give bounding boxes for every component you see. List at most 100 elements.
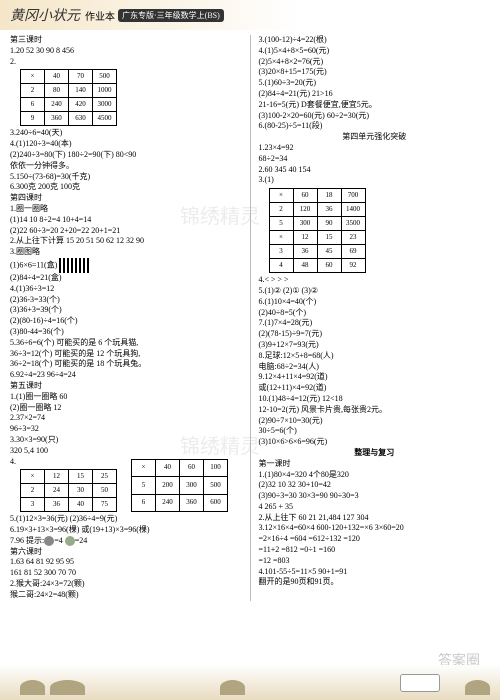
lesson-heading: 第五课时 xyxy=(10,381,242,392)
text-line: (2)90÷7×10=30(元) xyxy=(259,416,491,427)
text-line: 1.圈一圈略 xyxy=(10,204,242,215)
text-line: (2)40÷8=5(个) xyxy=(259,308,491,319)
text-line: 2.60 345 40 154 xyxy=(259,165,491,176)
pear-icon xyxy=(65,536,75,546)
text-line: 4.(1)36÷3=12 xyxy=(10,284,242,295)
text-line: (2)圈一圈略 12 xyxy=(10,403,242,414)
text-line: (2)84÷4=21(盒) xyxy=(10,273,242,284)
column-divider xyxy=(250,35,251,601)
text-line: 5.(1)② (2)① (3)② xyxy=(259,286,491,297)
bush-icon xyxy=(50,680,85,695)
text-line: (3)9+12×7=93(元) xyxy=(259,340,491,351)
text-line: 68÷2=34 xyxy=(259,154,491,165)
text-line: 1.(1)80×4=320 4个80是320 xyxy=(259,470,491,481)
lesson-heading: 第四课时 xyxy=(10,193,242,204)
text-line: (1)6×6=11(盒) xyxy=(10,258,242,273)
bus-icon xyxy=(400,674,440,692)
text-line: =11+2 =812 =0÷1 =160 xyxy=(259,545,491,556)
text-line: 5.(1)60÷3=20(元) xyxy=(259,78,491,89)
tables-row: 4.×12152522430503364075 ×406010052003005… xyxy=(10,457,242,515)
text-line: 12-10=2(元) 风景卡片贵,每张贵2元。 xyxy=(259,405,491,416)
text-line: (2)(78-15)÷9=7(元) xyxy=(259,329,491,340)
unit-heading: 第四单元强化突破 xyxy=(259,132,491,143)
text-line: 2.37×2=74 xyxy=(10,413,242,424)
text-line: 1.23×4=92 xyxy=(259,143,491,154)
text-line: 1.(1)圈一圈略 60 xyxy=(10,392,242,403)
mult-table-1: ×407050028014010006240420300093606304500 xyxy=(20,69,117,126)
text-line: =2×16÷4 =604 =612÷132 =120 xyxy=(259,534,491,545)
piano-icon xyxy=(59,258,89,273)
text-line: (2)22 60÷3=20 2+20=22 20+1=21 xyxy=(10,226,242,237)
text-line: (3)100-2×20=60(元) 60÷2=30(元) xyxy=(259,111,491,122)
text-line: 4.101-55÷5=11×5 90+1=91 xyxy=(259,567,491,578)
text-line: =12 =803 xyxy=(259,556,491,567)
text-line: (2)32 10 32 30+10=42 xyxy=(259,480,491,491)
text-line: 30÷5=6(个) xyxy=(259,426,491,437)
text-line: 6.92÷4=23 96÷4=24 xyxy=(10,370,242,381)
text-line: 4 265 + 35 xyxy=(259,502,491,513)
subtitle: 作业本 xyxy=(85,8,115,23)
text-line: 4.(1)120÷3=40(本) xyxy=(10,139,242,150)
mult-table-2: ×12152522430503364075 xyxy=(20,469,117,512)
text-line: 96÷3=32 xyxy=(10,424,242,435)
text-line: 4.(1)5×4+8×5=60(元) xyxy=(259,46,491,57)
section-heading: 整理与复习 xyxy=(259,448,491,459)
problem-3: 3.(1)×601870021203614005300903500×121523… xyxy=(259,175,491,273)
text-line: 3.240÷6=40(天) xyxy=(10,128,242,139)
text-line: (2)(80-16)÷4=16(个) xyxy=(10,316,242,327)
text-line: 6.(80-25)÷5=11(段) xyxy=(259,121,491,132)
text-line: 6.(1)10×4=40(个) xyxy=(259,297,491,308)
text-line: 2.从上往下 60 21 21,484 127 304 xyxy=(259,513,491,524)
text-line: 2.猴大哥:24×3=72(颗) xyxy=(10,579,242,590)
text-line: 3.30×3=90(只) xyxy=(10,435,242,446)
text-line: (2)240÷3=80(下) 180÷2=90(下) 80<90 xyxy=(10,150,242,161)
text-line: 3.(100-12)÷4=22(根) xyxy=(259,35,491,46)
mult-table-4: ×601870021203614005300903500×12152333645… xyxy=(269,188,366,273)
text-line: 36÷3=12(个) 可能买的是 12 个玩具狗, xyxy=(10,349,242,360)
text-line: (1)14 10 8÷2=4 10+4=14 xyxy=(10,215,242,226)
text-line: 7.(1)7×4=28(元) xyxy=(259,318,491,329)
text-line: 5.150÷(73-68)=30(千克) xyxy=(10,172,242,183)
problem-2: 2.×4070500280140100062404203000936063045… xyxy=(10,57,242,127)
bush-icon xyxy=(220,680,245,695)
text-line: 6.300克 200克 100克 xyxy=(10,182,242,193)
lesson-heading: 第三课时 xyxy=(10,35,242,46)
text-line: 7.96 提示:=4 =24 xyxy=(10,536,242,547)
text-line: 21-16=5(元) D套餐便宜,便宜5元。 xyxy=(259,100,491,111)
lesson-heading: 第六课时 xyxy=(10,547,242,558)
text-line: 1.63 64 81 92 95 95 xyxy=(10,557,242,568)
brand-title: 黄冈小状元 xyxy=(10,5,80,25)
bush-icon xyxy=(20,680,45,695)
page-header: 黄冈小状元 作业本 广东专版·三年级数学上(BS) xyxy=(0,0,500,30)
apple-icon xyxy=(44,536,54,546)
text-line: (2)5×4+8×2=76(元) xyxy=(259,57,491,68)
text-line: 3.圈图略 xyxy=(10,247,242,258)
text-line: (3)90÷3=30 30×3=90 90÷30=3 xyxy=(259,491,491,502)
text-line: 3.12×16×4=60×4 600-120+132=×6 3×60=20 xyxy=(259,523,491,534)
text-line: (3)36+3=39(个) xyxy=(10,305,242,316)
text-line: (3)10×6>6×6=96(元) xyxy=(259,437,491,448)
main-content: 第三课时 1.20 52 30 90 8 456 2.×407050028014… xyxy=(0,30,500,606)
text-line: 2.从上往下计算 15 20 51 50 62 12 32 90 xyxy=(10,236,242,247)
text-line: 或(12+11)×4=92(道) xyxy=(259,383,491,394)
text-line: (2)84÷4=21(元) 21>16 xyxy=(259,89,491,100)
edition-badge: 广东专版·三年级数学上(BS) xyxy=(118,9,224,22)
text-line: 5.(1)12×3=36(元) (2)36÷4=9(元) xyxy=(10,514,242,525)
text-line: 1.20 52 30 90 8 456 xyxy=(10,46,242,57)
text-line: 320 5,4 100 xyxy=(10,446,242,457)
text-line: 翻开的是90页和91页。 xyxy=(259,577,491,588)
text-line: 4.< > > > xyxy=(259,275,491,286)
text-line: 猴二哥:24×2=48(颗) xyxy=(10,590,242,601)
text-line: 依依一分钟得多。 xyxy=(10,161,242,172)
mult-table-3: ×406010052003005006240360600 xyxy=(131,459,228,513)
text-line: 10.(1)48÷4=12(元) 12<18 xyxy=(259,394,491,405)
text-line: 161 81 52 300 70 70 xyxy=(10,568,242,579)
text-line: 5.36÷6=6(个) 可能买的是 6 个玩具猫, xyxy=(10,338,242,349)
text-line: 电脑:68÷2=34(人) xyxy=(259,362,491,373)
bush-icon xyxy=(465,680,490,695)
left-column: 第三课时 1.20 52 30 90 8 456 2.×407050028014… xyxy=(10,35,242,601)
text-line: (3)20×8+15=175(元) xyxy=(259,67,491,78)
text-line: 9.12×4+11×4=92(道) xyxy=(259,372,491,383)
lesson-heading: 第一课时 xyxy=(259,459,491,470)
text-line: 6.19×3+13×3=96(棵) 或(19+13)×3=96(棵) xyxy=(10,525,242,536)
